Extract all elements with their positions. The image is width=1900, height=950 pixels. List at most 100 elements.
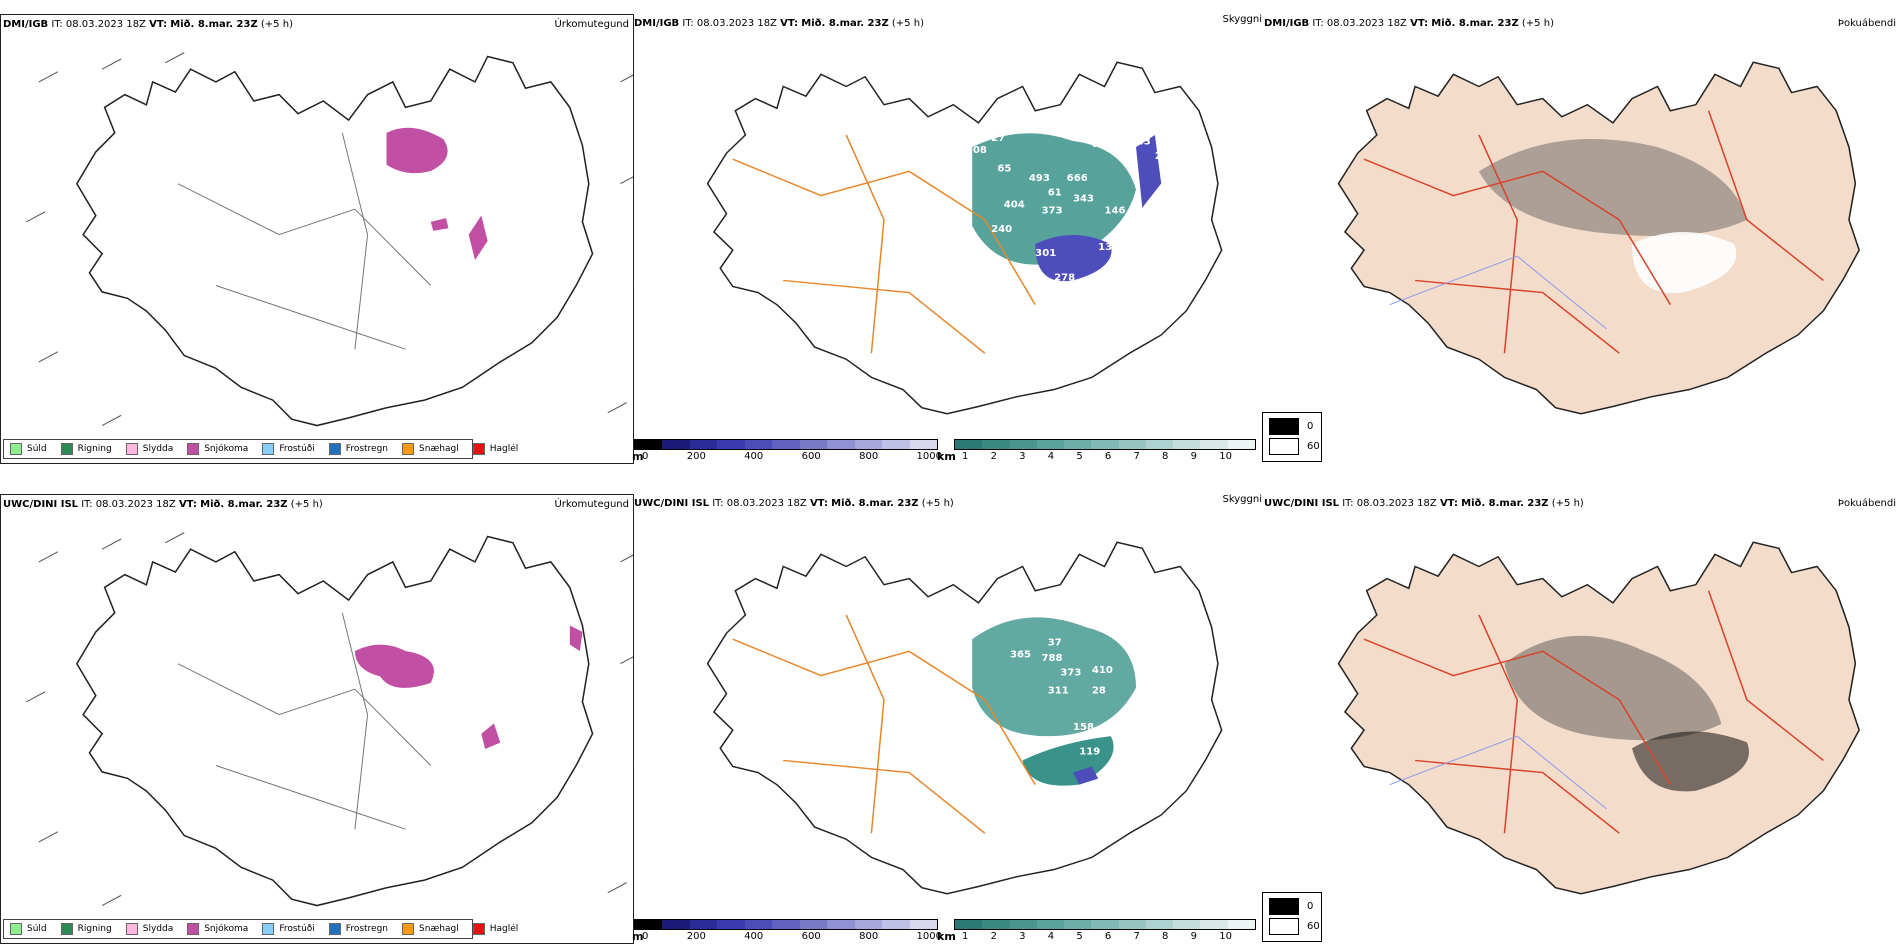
snow-area [569, 625, 583, 651]
roads [1363, 590, 1824, 834]
panel-title: Þokuábendi [1837, 498, 1896, 509]
vis-label: 890 [1092, 139, 1113, 150]
vis-label: 365 [1010, 650, 1031, 661]
legend-item: Rigning [60, 443, 112, 455]
panel-header: DMI/IGB IT: 08.03.2023 18Z VT: Mið. 8.ma… [1264, 18, 1554, 29]
legend-item: Snjókoma [187, 443, 248, 455]
vis-m-area [1035, 234, 1112, 282]
vis-unit-km: km [937, 930, 956, 942]
coastline [76, 55, 594, 427]
legend-item: Snæhagl [402, 923, 459, 935]
vis-km-area [972, 133, 1136, 265]
precip-panel-bottom: UWC/DINI ISL IT: 08.03.2023 18Z VT: Mið.… [0, 494, 634, 944]
vis-label: 493 [1029, 173, 1050, 184]
fog-map [1337, 541, 1860, 895]
precip-legend: Súld Rigning Slydda Snjókoma Frostúði Fr… [3, 439, 518, 459]
panel-title: Úrkomutegund [554, 19, 629, 30]
precip-map [26, 52, 633, 427]
vis-ticks-km: 1 2 3 4 5 6 7 8 9 10 [962, 451, 1232, 462]
panel-title: Skyggni [1222, 494, 1262, 505]
legend-item: Frostúði [262, 443, 315, 455]
legend-item: Frostregn [328, 443, 388, 455]
vis-labels: 365 37 788 373 410 311 28 158 31 119 [1010, 637, 1131, 757]
vis-labels: 307 308 27 65 493 666 890 343 143 61 404… [966, 115, 1176, 283]
legend-item: Rigning [60, 923, 112, 935]
vis-label: 278 [1054, 273, 1075, 284]
vis-ticks-m: 0 200 400 600 800 1000 [642, 451, 942, 462]
legend-item: Slydda [125, 443, 173, 455]
cloud-legend: 0 60 [1262, 412, 1322, 462]
vis-label: 373 [1042, 206, 1063, 217]
legend-item: Slydda [125, 923, 173, 935]
vis-label: 31 [1117, 728, 1131, 739]
vis-m-area [1073, 766, 1099, 785]
vis-label: 61 [1048, 188, 1062, 199]
vis-label: 143 [1130, 137, 1151, 148]
roads [732, 614, 1036, 834]
panel-header: DMI/IGB IT: 08.03.2023 18Z VT: Mið. 8.ma… [3, 19, 293, 30]
precip-legend: Súld Rigning Slydda Snjókoma Frostúði Fr… [3, 919, 518, 939]
cloud-legend: 0 60 [1262, 892, 1322, 942]
vis-colorbar-m [634, 919, 938, 930]
precip-map [26, 532, 633, 907]
panel-title: Skyggni [1222, 14, 1262, 25]
legend-item: Frostregn [328, 923, 388, 935]
vis-label: 37 [1048, 637, 1062, 648]
panel-header: UWC/DINI ISL IT: 08.03.2023 18Z VT: Mið.… [1264, 498, 1584, 509]
vis-label: 410 [1092, 665, 1113, 676]
vis-colorbar-km [954, 439, 1256, 450]
legend-item: Súld [10, 923, 47, 935]
snow-area [468, 215, 488, 261]
vis-label: 307 [1073, 115, 1094, 126]
fog-map [1337, 61, 1860, 415]
legend-item: Súld [10, 443, 47, 455]
vis-unit-km: km [937, 450, 956, 462]
vis-unit-m: m [632, 450, 644, 462]
fog-panel-bottom: UWC/DINI ISL IT: 08.03.2023 18Z VT: Mið.… [1262, 494, 1900, 942]
vis-label: 343 [1073, 194, 1094, 205]
panel-header: UWC/DINI ISL IT: 08.03.2023 18Z VT: Mið.… [3, 499, 323, 510]
vis-label: 373 [1060, 668, 1081, 679]
vis-label: 788 [1042, 653, 1063, 664]
vis-unit-m: m [632, 930, 644, 942]
vis-km-area [972, 617, 1136, 737]
legend-item: Snæhagl [402, 443, 459, 455]
legend-item: Haglél [472, 923, 518, 935]
snow-area [481, 723, 501, 749]
coastline [76, 535, 594, 907]
vis-label: 206 [1155, 151, 1176, 162]
legend-item: Snjókoma [187, 923, 248, 935]
vis-label: 158 [1073, 722, 1094, 733]
vis-label: 301 [1035, 248, 1056, 259]
visibility-panel-bottom: UWC/DINI ISL IT: 08.03.2023 18Z VT: Mið.… [632, 494, 1262, 942]
visibility-panel-top: DMI/IGB IT: 08.03.2023 18Z VT: Mið. 8.ma… [632, 14, 1262, 462]
snow-area [386, 127, 448, 174]
vis-label: 131 [1098, 242, 1119, 253]
vis-label: 666 [1067, 173, 1088, 184]
legend-item: Frostúði [262, 923, 315, 935]
fog-area [1478, 139, 1747, 236]
coastline [1337, 61, 1860, 415]
vis-label: 146 [1105, 206, 1126, 217]
vis-colorbar-m [634, 439, 938, 450]
fog-area [1632, 731, 1750, 792]
vis-label: 311 [1048, 686, 1069, 697]
precip-panel-top: DMI/IGB IT: 08.03.2023 18Z VT: Mið. 8.ma… [0, 14, 634, 464]
panel-header: UWC/DINI ISL IT: 08.03.2023 18Z VT: Mið.… [634, 498, 954, 509]
vis-label: 119 [1079, 747, 1100, 758]
snow-area [354, 644, 434, 688]
rivers [1389, 255, 1607, 330]
visibility-map: 307 308 27 65 493 666 890 343 143 61 404… [706, 61, 1223, 415]
rivers [1389, 735, 1607, 810]
vis-label: 240 [991, 224, 1012, 235]
coastline [706, 61, 1223, 415]
panel-title: Þokuábendi [1837, 18, 1896, 29]
vis-ticks-km: 1 2 3 4 5 6 7 8 9 10 [962, 931, 1232, 942]
snow-area [430, 218, 449, 231]
vis-label: 404 [1004, 200, 1025, 211]
vis-label: 65 [997, 163, 1011, 174]
legend-item: Haglél [472, 443, 518, 455]
roads [1363, 110, 1824, 354]
wind-barbs [26, 52, 633, 426]
coastline [706, 541, 1223, 895]
